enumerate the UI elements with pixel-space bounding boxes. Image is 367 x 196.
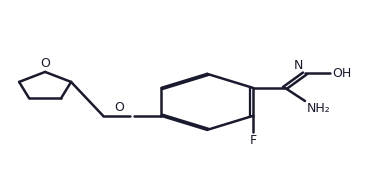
Text: OH: OH: [332, 67, 352, 80]
Text: O: O: [115, 101, 124, 113]
Text: O: O: [40, 57, 50, 70]
Text: F: F: [249, 134, 257, 147]
Text: N: N: [294, 59, 303, 72]
Text: NH₂: NH₂: [307, 102, 331, 115]
